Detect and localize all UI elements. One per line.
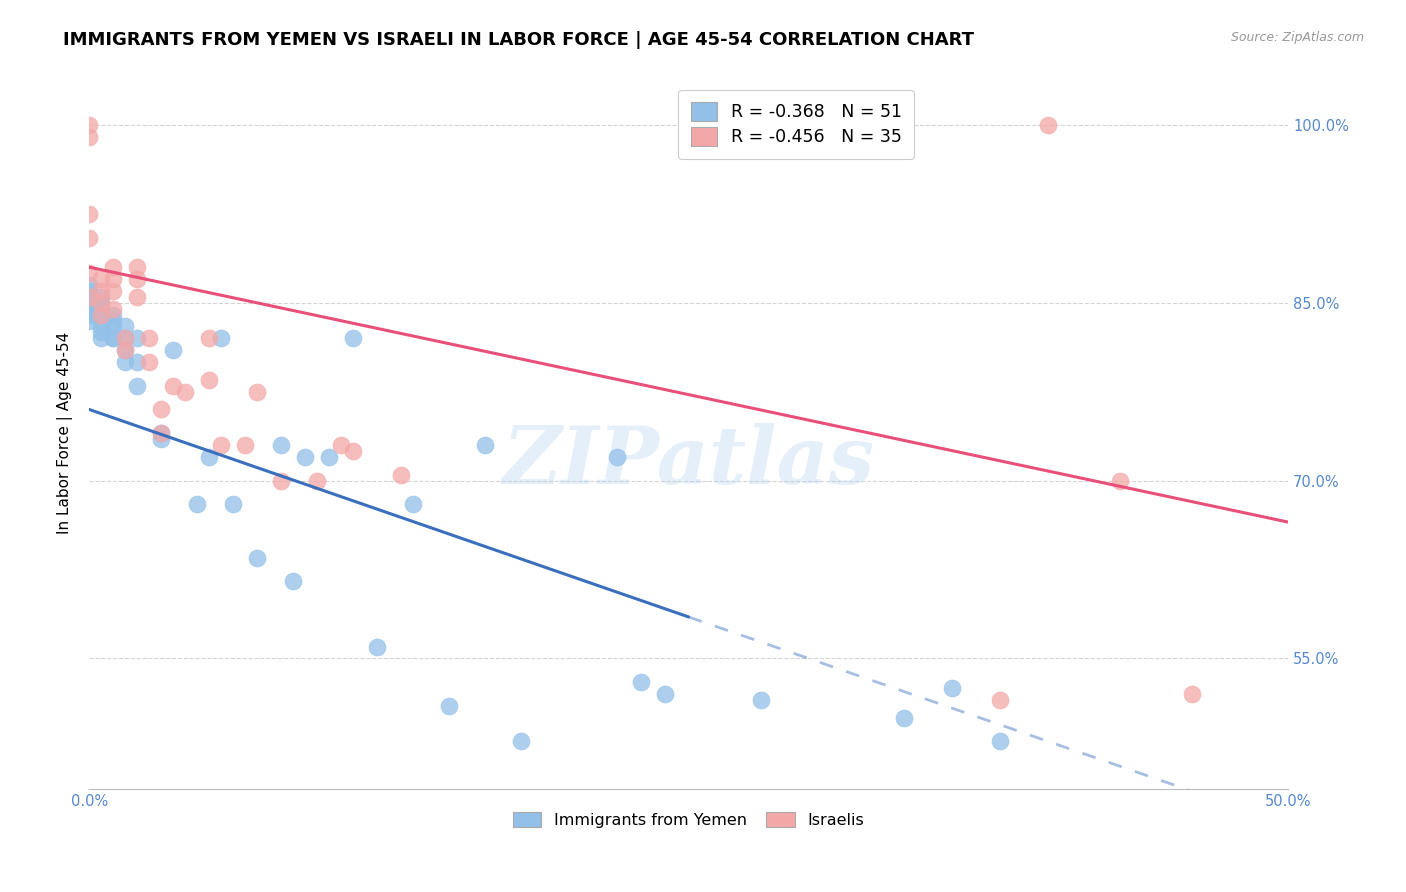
Point [114, 331, 136, 345]
Point [402, 497, 425, 511]
Point [150, 402, 173, 417]
Point [90, 295, 112, 310]
Point [630, 675, 652, 690]
Point [270, 438, 292, 452]
Point [77, 290, 100, 304]
Point [138, 331, 160, 345]
Point [114, 343, 136, 358]
Point [101, 308, 124, 322]
Point [174, 384, 197, 399]
Point [90, 284, 112, 298]
Point [198, 373, 221, 387]
Point [114, 331, 136, 345]
Point [150, 426, 173, 441]
Point [114, 355, 136, 369]
Point [127, 260, 149, 275]
Point [318, 450, 340, 464]
Point [90, 308, 112, 322]
Point [437, 698, 460, 713]
Point [90, 308, 112, 322]
Point [342, 444, 364, 458]
Point [329, 438, 352, 452]
Point [270, 474, 292, 488]
Point [101, 260, 124, 275]
Point [77, 284, 100, 298]
Point [941, 681, 963, 695]
Point [988, 693, 1011, 707]
Point [198, 331, 221, 345]
Point [127, 331, 149, 345]
Text: ZIPatlas: ZIPatlas [502, 423, 875, 500]
Point [281, 574, 304, 589]
Point [127, 290, 149, 304]
Point [127, 355, 149, 369]
Point [127, 272, 149, 286]
Point [209, 331, 232, 345]
Point [1038, 118, 1060, 132]
Point [606, 450, 628, 464]
Point [246, 550, 269, 565]
Point [749, 693, 772, 707]
Point [77, 313, 100, 327]
Text: IMMIGRANTS FROM YEMEN VS ISRAELI IN LABOR FORCE | AGE 45-54 CORRELATION CHART: IMMIGRANTS FROM YEMEN VS ISRAELI IN LABO… [63, 31, 974, 49]
Legend: Immigrants from Yemen, Israelis: Immigrants from Yemen, Israelis [506, 805, 870, 834]
Point [233, 438, 256, 452]
Point [77, 308, 100, 322]
Point [101, 331, 124, 345]
Point [150, 426, 173, 441]
Point [1181, 687, 1204, 701]
Point [90, 301, 112, 316]
Point [893, 711, 915, 725]
Point [77, 118, 100, 132]
Point [654, 687, 676, 701]
Point [150, 432, 173, 446]
Point [101, 272, 124, 286]
Point [101, 313, 124, 327]
Point [222, 497, 245, 511]
Point [474, 438, 496, 452]
Point [988, 734, 1011, 748]
Point [1109, 474, 1132, 488]
Point [342, 331, 364, 345]
Point [366, 640, 388, 654]
Point [77, 277, 100, 292]
Point [90, 295, 112, 310]
Point [101, 331, 124, 345]
Point [114, 343, 136, 358]
Point [90, 319, 112, 334]
Point [77, 129, 100, 144]
Point [77, 295, 100, 310]
Point [101, 319, 124, 334]
Point [77, 301, 100, 316]
Text: Source: ZipAtlas.com: Source: ZipAtlas.com [1230, 31, 1364, 45]
Point [77, 207, 100, 221]
Point [101, 284, 124, 298]
Point [90, 290, 112, 304]
Point [246, 384, 269, 399]
Point [90, 326, 112, 340]
Point [101, 301, 124, 316]
Point [509, 734, 531, 748]
Point [138, 355, 160, 369]
Point [389, 467, 412, 482]
Point [294, 450, 316, 464]
Point [209, 438, 232, 452]
Point [114, 319, 136, 334]
Point [162, 343, 184, 358]
Point [198, 450, 221, 464]
Point [77, 266, 100, 280]
Point [186, 497, 208, 511]
Point [305, 474, 328, 488]
Point [77, 230, 100, 244]
Point [77, 290, 100, 304]
Point [90, 331, 112, 345]
Point [90, 272, 112, 286]
Point [127, 378, 149, 392]
Point [162, 378, 184, 392]
Y-axis label: In Labor Force | Age 45-54: In Labor Force | Age 45-54 [58, 332, 73, 534]
